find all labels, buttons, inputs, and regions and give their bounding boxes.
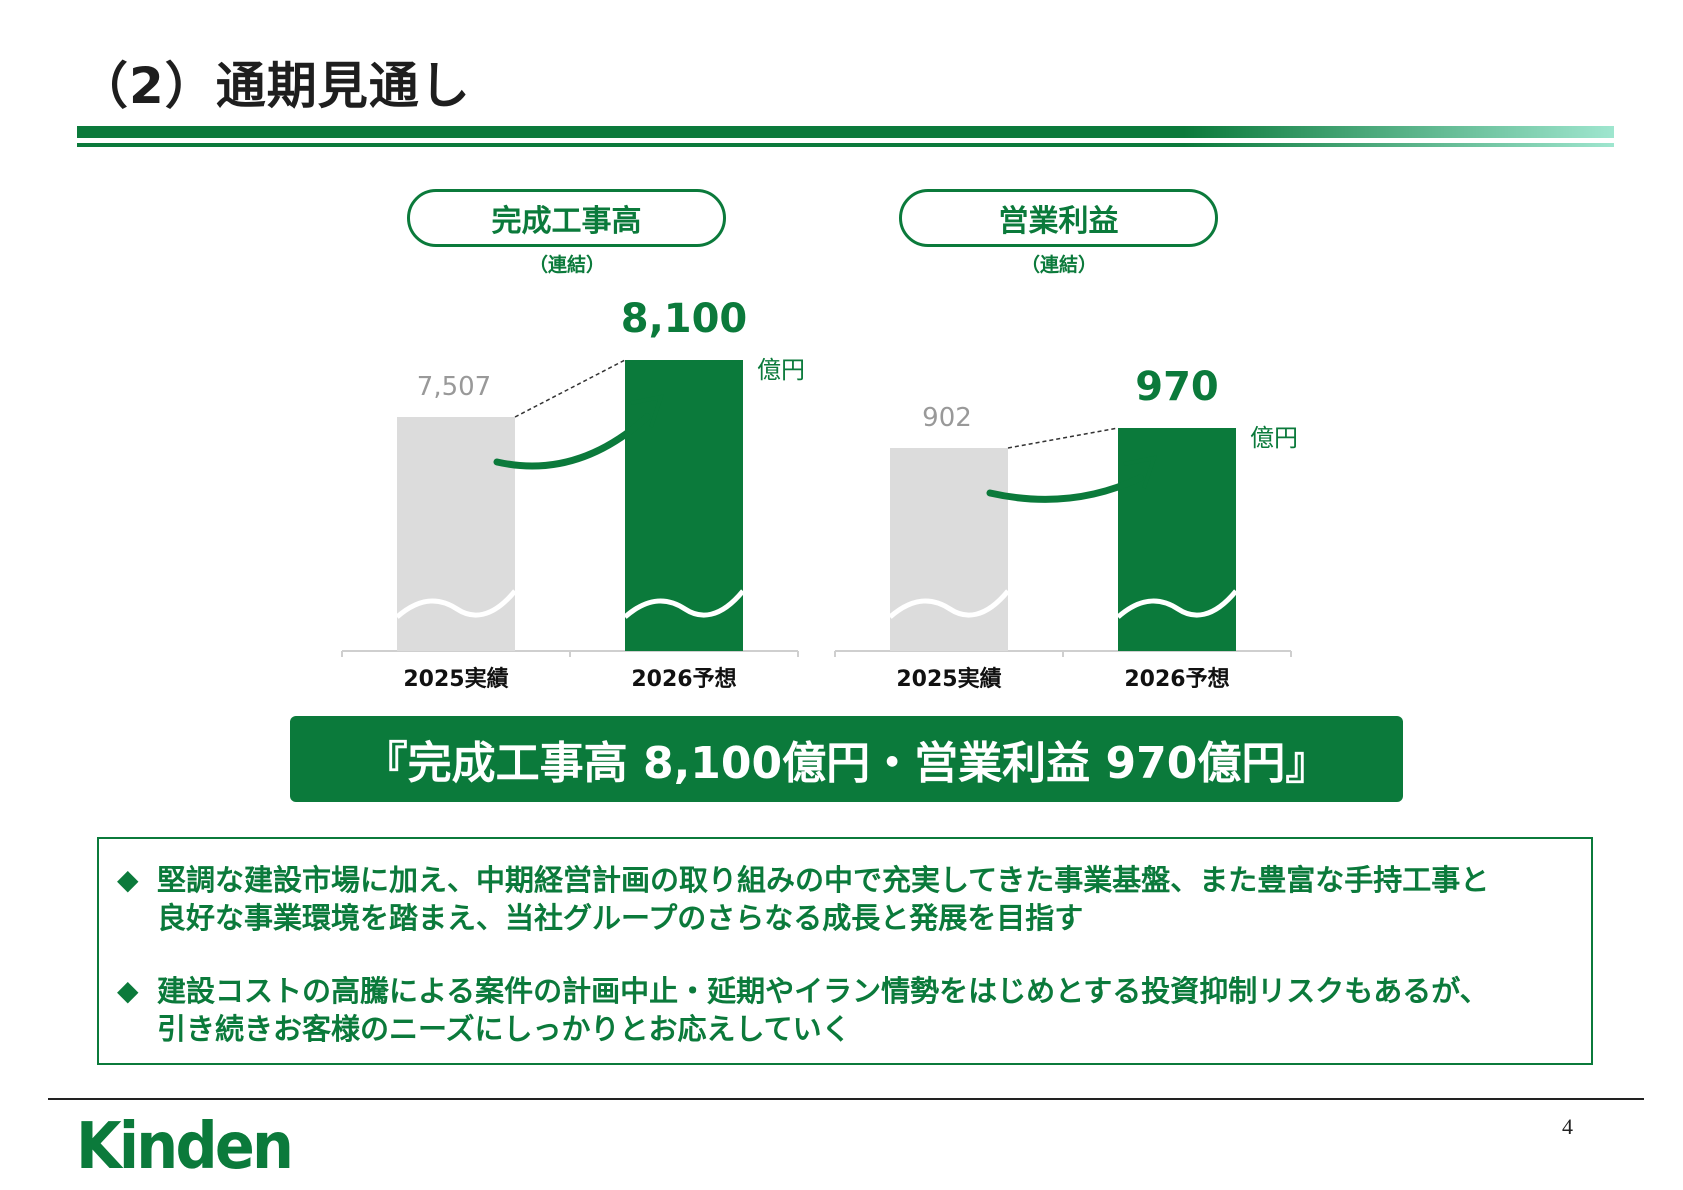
x-tick-label: 2026予想	[631, 667, 736, 692]
notes-box: ◆ 堅調な建設市場に加え、中期経営計画の取り組みの中で充実してきた事業基盤、また…	[97, 837, 1593, 1065]
chart-title-profit: 営業利益	[899, 189, 1218, 247]
diamond-bullet-icon: ◆	[117, 863, 139, 896]
footer-rule	[48, 1098, 1644, 1100]
bar-2026予想	[1118, 428, 1236, 651]
growth-arrow-icon	[986, 474, 1144, 503]
data-label: 970	[1135, 364, 1219, 410]
note-item: ◆ 建設コストの高騰による案件の計画中止・延期やイラン情勢をはじめとする投資抑制…	[117, 972, 1577, 1048]
axis-break-wave	[1116, 589, 1238, 619]
chart-title-revenue: 完成工事高	[407, 189, 726, 247]
kinden-logo: Kinden	[76, 1110, 294, 1184]
unit-label: 億円	[1250, 424, 1298, 452]
data-label: 8,100	[621, 296, 748, 342]
unit-label: 億円	[757, 356, 805, 384]
bar-2025実績	[397, 417, 515, 651]
axis-break-wave	[623, 589, 745, 619]
growth-connector	[514, 359, 626, 418]
growth-arrowhead-icon	[1123, 455, 1157, 489]
x-tick-label: 2026予想	[1124, 667, 1229, 692]
note-line: 引き続きお客様のニーズにしっかりとお応えしていく	[157, 1012, 851, 1046]
note-line: 堅調な建設市場に加え、中期経営計画の取り組みの中で充実してきた事業基盤、また豊富…	[157, 863, 1490, 897]
data-label: 7,507	[417, 372, 491, 402]
note-item: ◆ 堅調な建設市場に加え、中期経営計画の取り組みの中で充実してきた事業基盤、また…	[117, 861, 1577, 937]
note-line: 良好な事業環境を踏まえ、当社グループのさらなる成長と発展を目指す	[157, 901, 1084, 935]
axis-break-wave	[395, 589, 517, 619]
x-tick-label: 2025実績	[403, 666, 508, 692]
growth-arrow-icon	[493, 413, 651, 470]
title-underline-thin	[77, 143, 1614, 147]
summary-banner: 『完成工事高 8,100億円・営業利益 970億円』	[290, 716, 1403, 802]
title-underline	[77, 126, 1614, 138]
x-tick-label: 2025実績	[896, 666, 1001, 692]
note-line: 建設コストの高騰による案件の計画中止・延期やイラン情勢をはじめとする投資抑制リス…	[157, 974, 1489, 1008]
axis-break-wave	[888, 589, 1010, 619]
chart-subtitle-revenue: （連結）	[528, 254, 605, 276]
growth-arrowhead-icon	[630, 394, 664, 428]
growth-connector	[1007, 427, 1119, 449]
data-label: 902	[922, 403, 972, 433]
bar-charts: 2025実績 7,507 2026予想 8,100 億円 2025実績 902 2026予想 9…	[341, 296, 1298, 692]
page-title: （2）通期見通し	[78, 57, 471, 115]
chart-subtitle-profit: （連結）	[1020, 254, 1097, 276]
page-number: 4	[1562, 1114, 1573, 1139]
bar-2025実績	[890, 448, 1008, 651]
diamond-bullet-icon: ◆	[117, 974, 139, 1007]
